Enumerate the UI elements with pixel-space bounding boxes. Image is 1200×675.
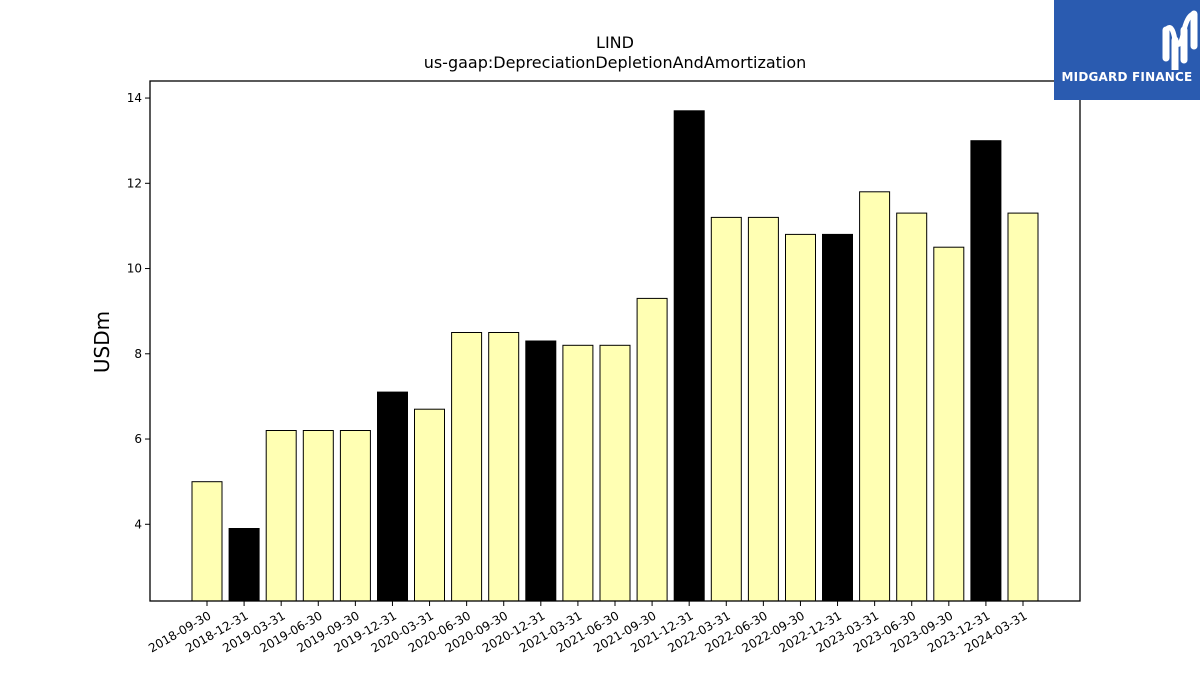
bar (377, 391, 408, 602)
chart-subtitle: us-gaap:DepreciationDepletionAndAmortiza… (424, 53, 807, 72)
bar (785, 233, 816, 602)
midgard-finance-logo: MIDGARD FINANCE (1054, 0, 1200, 100)
bar (1007, 212, 1039, 602)
x-axis-ticks: 2018-09-302018-12-312019-03-312019-06-30… (146, 601, 1030, 655)
bar (933, 246, 965, 602)
bar (302, 430, 334, 602)
y-axis-label: USDm (90, 311, 114, 373)
bars-group (191, 110, 1039, 602)
chart-title: LIND (596, 33, 634, 52)
logo-mark-icon (1162, 10, 1198, 70)
logo-text: MIDGARD FINANCE (1061, 70, 1193, 84)
bar (636, 297, 668, 602)
y-tick-label: 6 (134, 432, 142, 446)
y-tick-label: 14 (127, 91, 142, 105)
y-tick-label: 10 (127, 262, 142, 276)
y-tick-label: 4 (134, 517, 142, 531)
bar (822, 233, 853, 602)
bar (191, 481, 223, 602)
bar (673, 110, 705, 602)
bar (747, 216, 779, 602)
y-tick-label: 12 (127, 176, 142, 190)
bar (451, 332, 483, 602)
bar (710, 216, 742, 602)
bar (562, 344, 594, 602)
bar (896, 212, 928, 602)
y-tick-label: 8 (134, 347, 142, 361)
plot-area-frame (149, 80, 1081, 602)
bar (339, 430, 371, 602)
bar (970, 140, 1002, 602)
bar (414, 408, 445, 602)
bar (488, 332, 520, 602)
bar (525, 340, 557, 602)
bar (859, 191, 891, 602)
bar (599, 344, 631, 602)
y-axis-ticks: 4 6 8 10 12 14 (127, 91, 150, 531)
bar (265, 430, 297, 602)
bar (228, 528, 260, 602)
